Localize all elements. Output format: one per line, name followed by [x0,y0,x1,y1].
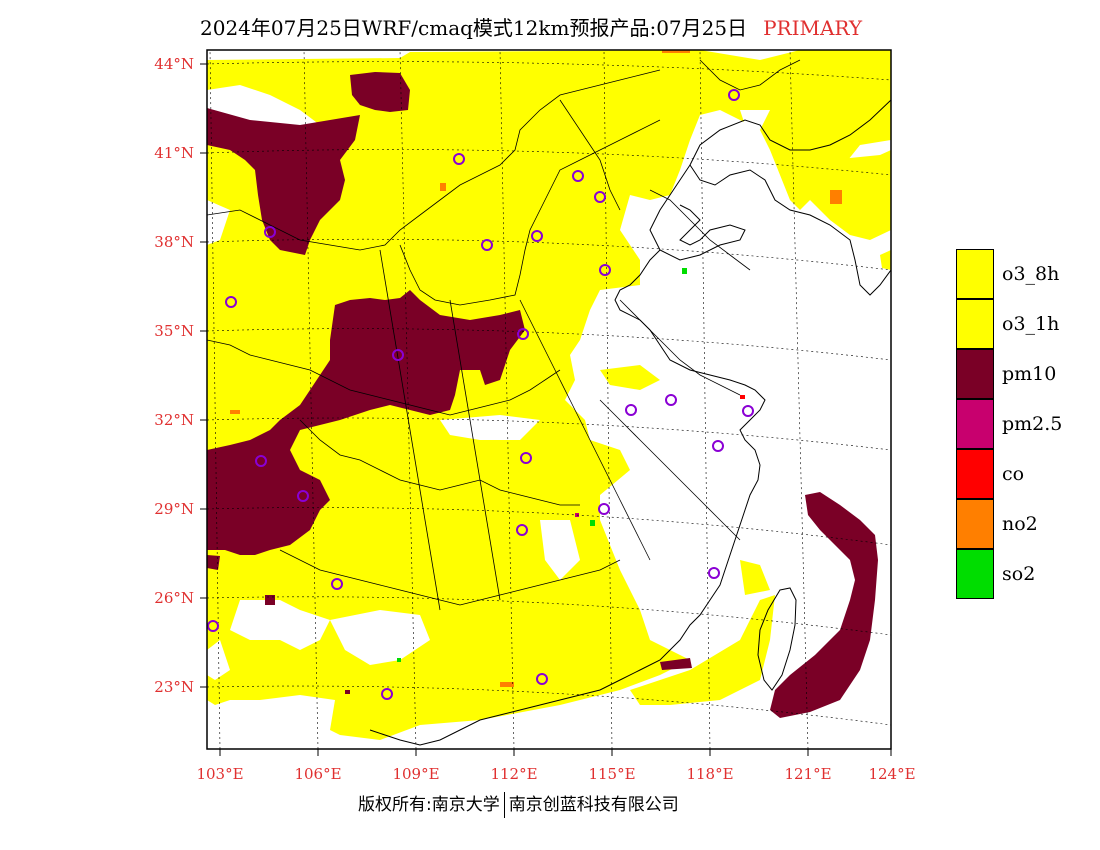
city-marker [594,191,606,203]
o3-region-ne [810,150,891,240]
legend-swatch [956,399,994,449]
city-marker [598,503,610,515]
lat-label: 23°N [154,678,194,696]
legend-label: o3_1h [1002,313,1060,335]
legend-swatch [956,299,994,349]
legend-item-o3-1h: o3_1h [956,299,1100,349]
legend-item-o3-8h: o3_8h [956,249,1100,299]
city-marker [481,239,493,251]
copyright-left: 版权所有:南京大学 [358,795,500,815]
map-title-text: 2024年07月25日WRF/cmaq模式12km预报产品:07月25日 [200,16,748,40]
taiwan-outline [757,587,797,691]
city-marker [392,349,404,361]
lon-label: 106°E [294,765,342,783]
city-marker [517,328,529,340]
legend-label: pm10 [1002,363,1057,385]
city-marker [264,226,276,238]
city-marker [572,170,584,182]
copyright-right: 南京创蓝科技有限公司 [508,795,679,815]
pm10-region-north [207,108,360,255]
city-marker [599,264,611,276]
lon-label: 121°E [784,765,832,783]
city-markers [207,89,754,700]
city-marker [728,89,740,101]
lon-label: 103°E [196,765,244,783]
lon-label: 115°E [588,765,636,783]
lat-label: 29°N [154,500,194,518]
city-marker [742,405,754,417]
legend-swatch [956,349,994,399]
city-marker [453,153,465,165]
city-marker [331,578,343,590]
legend-item-pm10: pm10 [956,349,1100,399]
lat-label: 44°N [154,55,194,73]
legend-item-no2: no2 [956,499,1100,549]
legend-swatch [956,449,994,499]
map-frame [206,49,892,750]
footer-divider [503,792,505,818]
copyright-footer: 版权所有:南京大学 南京创蓝科技有限公司 [358,790,679,818]
pm10-region-inner-mongolia [350,72,410,112]
lat-label: 41°N [154,144,194,162]
legend-item-co: co [956,449,1100,499]
lon-label: 109°E [392,765,440,783]
province-borders [207,59,801,611]
legend-swatch [956,549,994,599]
coastline [369,99,891,746]
legend-swatch [956,249,994,299]
city-marker [297,490,309,502]
lat-label: 26°N [154,589,194,607]
legend-label: no2 [1002,513,1038,535]
lon-label: 112°E [490,765,538,783]
map-title: 2024年07月25日WRF/cmaq模式12km预报产品:07月25日 PRIM… [200,12,862,41]
legend-item-pm25: pm2.5 [956,399,1100,449]
city-marker [665,394,677,406]
city-marker [625,404,637,416]
legend-label: so2 [1002,563,1036,585]
city-marker [712,440,724,452]
o3-region-sea [630,595,775,705]
graticule [207,50,891,749]
pollutant-legend: o3_8h o3_1h pm10 pm2.5 co no2 so2 [956,249,1100,599]
city-marker [708,567,720,579]
city-marker [381,688,393,700]
lat-label: 32°N [154,411,194,429]
legend-label: pm2.5 [1002,413,1063,435]
city-marker [520,452,532,464]
lon-label: 118°E [686,765,734,783]
city-marker [531,230,543,242]
legend-label: o3_8h [1002,263,1060,285]
city-marker [255,455,267,467]
city-marker [207,620,219,632]
axis-ticks [200,63,892,756]
city-marker [536,673,548,685]
city-marker [516,524,528,536]
city-marker [225,296,237,308]
legend-label: co [1002,463,1025,485]
legend-swatch [956,499,994,549]
lon-label: 124°E [868,765,916,783]
lat-label: 35°N [154,322,194,340]
lat-label: 38°N [154,233,194,251]
o3-region-main [207,50,891,740]
primary-tag: PRIMARY [763,16,863,40]
o3-region-coast [740,560,770,595]
legend-item-so2: so2 [956,549,1100,599]
pm10-region-taiwan-east [770,492,878,718]
pm10-region-central [207,290,525,555]
